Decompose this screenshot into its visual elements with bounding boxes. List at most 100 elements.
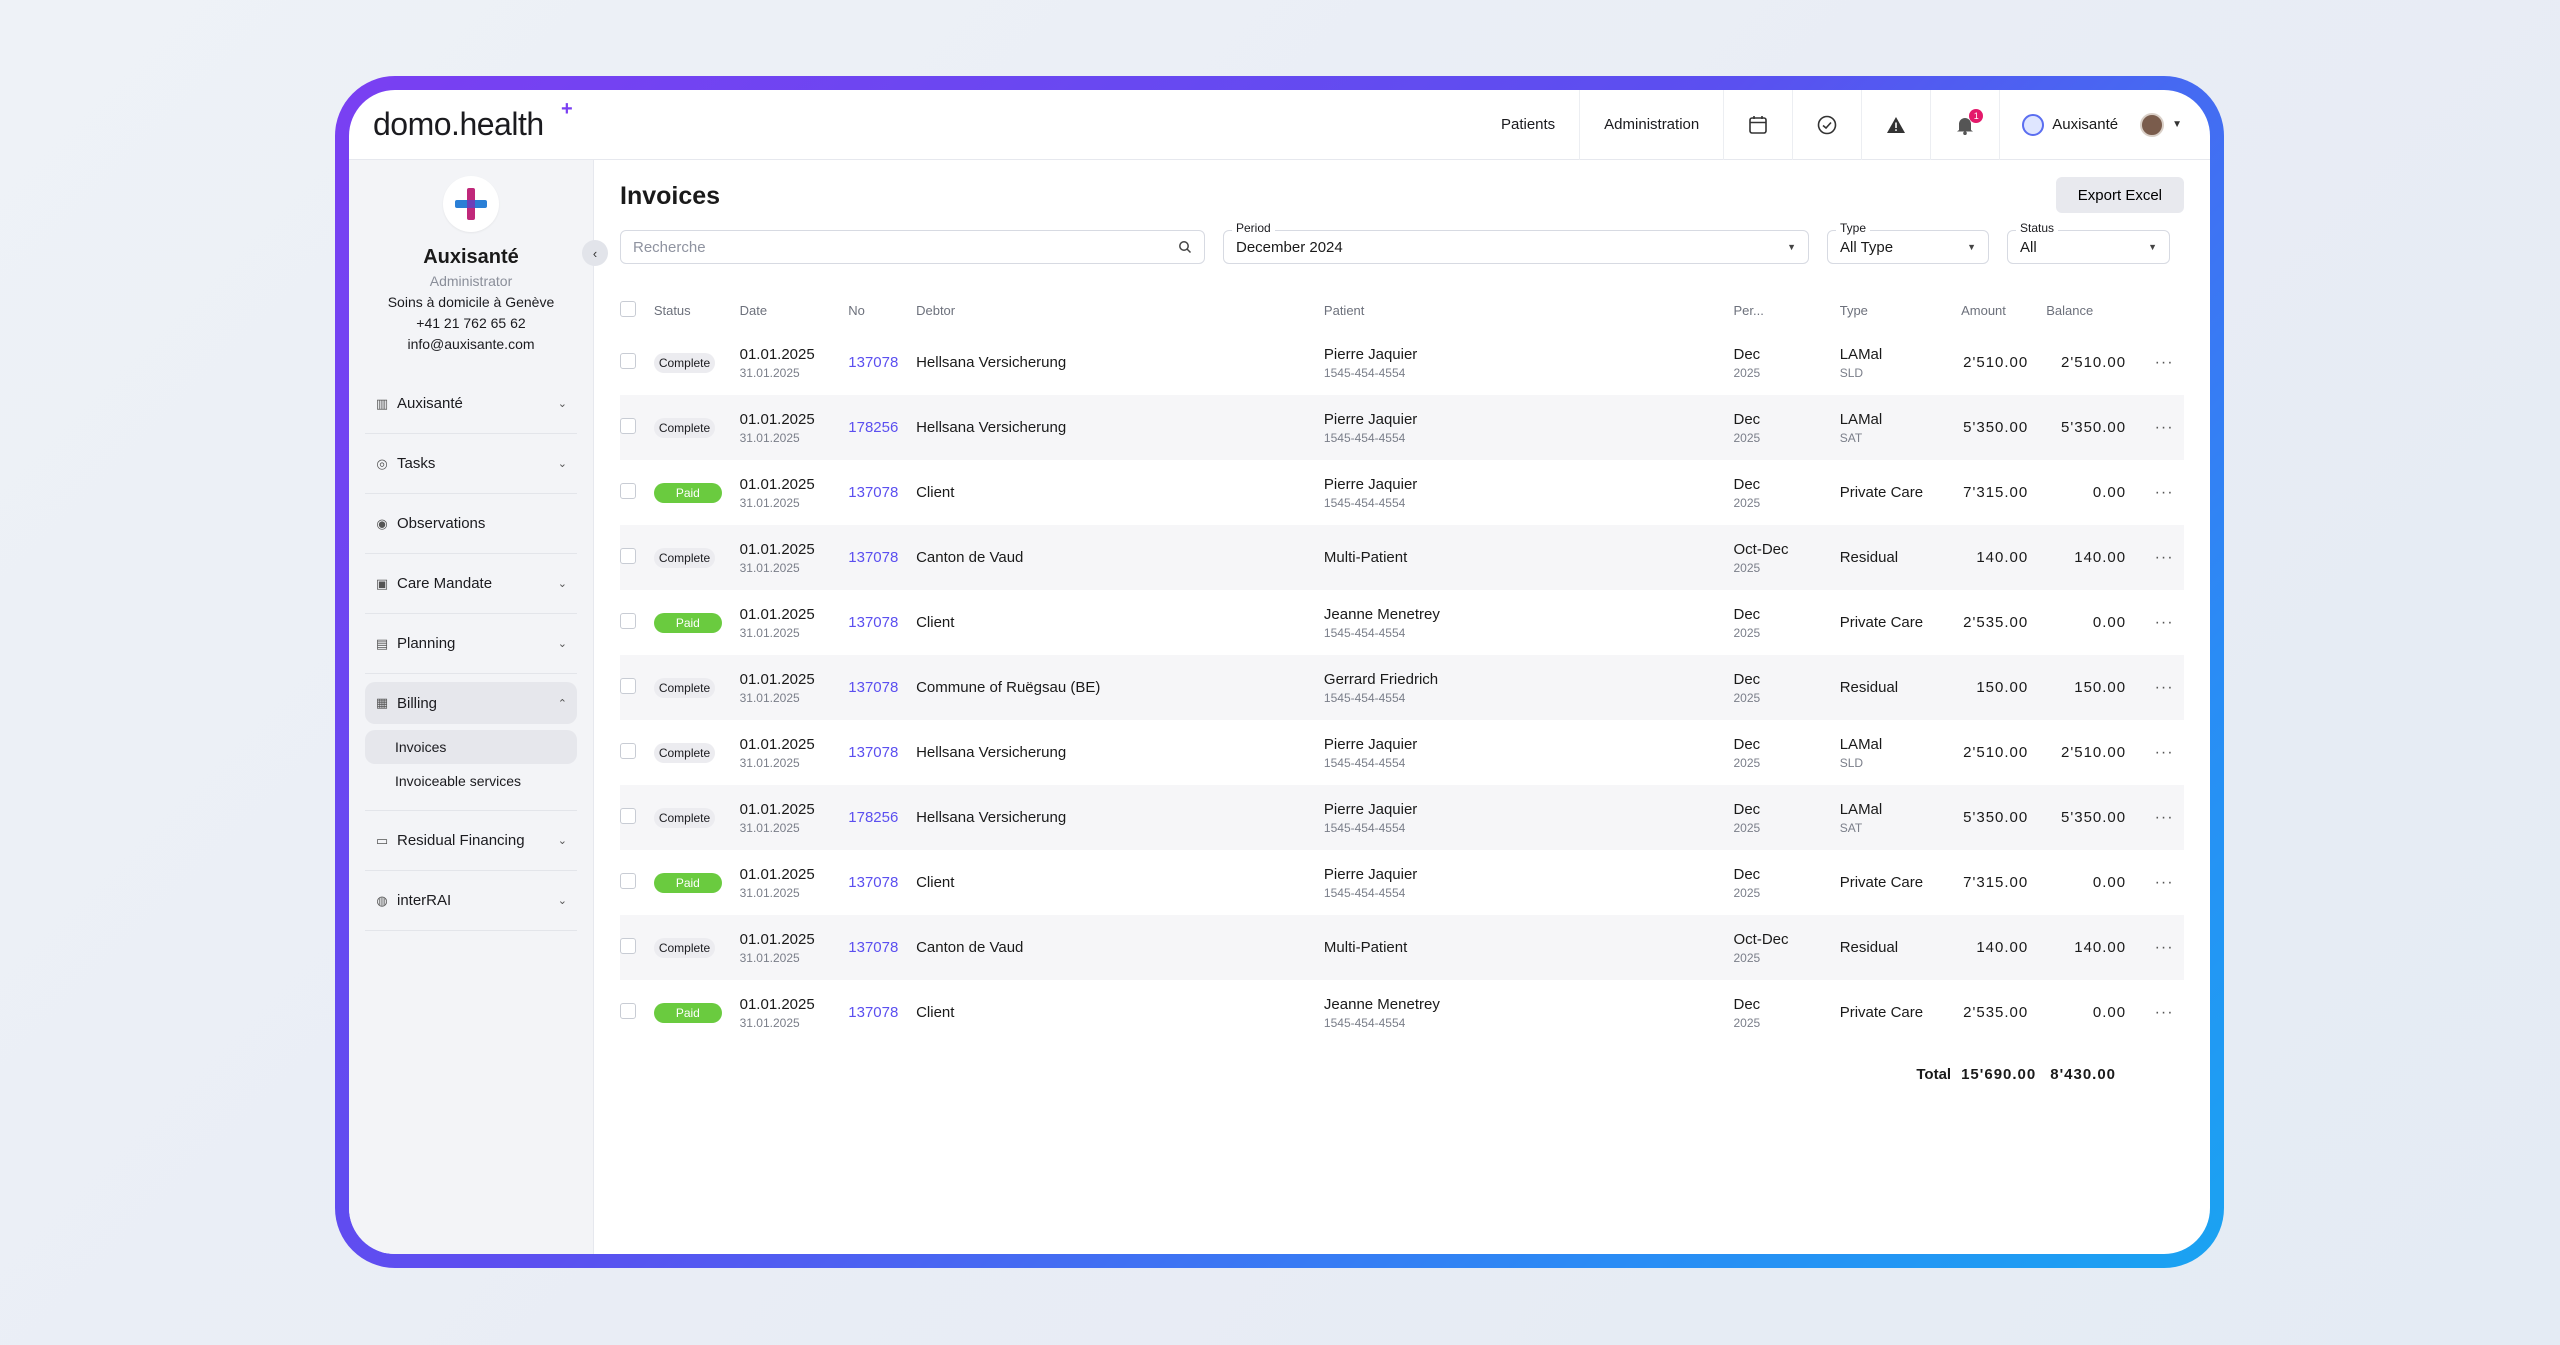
- more-actions-icon[interactable]: ···: [2154, 743, 2174, 761]
- period-year: 2025: [1733, 430, 1761, 445]
- more-actions-icon[interactable]: ···: [2154, 938, 2174, 956]
- col-amount[interactable]: Amount: [1961, 302, 2006, 318]
- sidebar-item-planning[interactable]: ▤ Planning ⌄: [365, 614, 577, 674]
- col-debtor[interactable]: Debtor: [916, 302, 956, 318]
- select-all-checkbox[interactable]: [620, 300, 636, 317]
- table-row[interactable]: Complete 01.01.2025 31.01.2025 137078 Hellsa…: [620, 330, 2184, 395]
- more-actions-icon[interactable]: ···: [2154, 613, 2174, 631]
- sidebar-item-billing[interactable]: ▦ Billing ⌃: [365, 682, 577, 724]
- col-type[interactable]: Type: [1839, 302, 1868, 318]
- sidebar-item-care-mandate[interactable]: ▣ Care Mandate ⌄: [365, 554, 577, 614]
- calendar-button[interactable]: [1723, 90, 1792, 160]
- invoice-date: 01.01.2025: [739, 865, 815, 883]
- col-patient[interactable]: Patient: [1323, 302, 1365, 318]
- period-year: 2025: [1733, 1015, 1761, 1030]
- table-row[interactable]: Paid 01.01.2025 31.01.2025 137078 Client Jean…: [620, 980, 2184, 1045]
- top-bar: domo.health + Patients Administration 1: [349, 90, 2210, 160]
- export-excel-button[interactable]: Export Excel: [2055, 177, 2184, 213]
- invoice-balance: 0.00: [2092, 614, 2127, 631]
- row-checkbox[interactable]: [620, 937, 636, 954]
- invoice-number-link[interactable]: 137078: [848, 744, 899, 761]
- row-checkbox[interactable]: [620, 547, 636, 564]
- status-badge: Complete: [653, 807, 716, 828]
- more-actions-icon[interactable]: ···: [2154, 483, 2174, 501]
- nav-administration[interactable]: Administration: [1579, 90, 1723, 160]
- table-row[interactable]: Complete 01.01.2025 31.01.2025 137078 Canton…: [620, 525, 2184, 590]
- invoice-due-date: 31.01.2025: [739, 625, 800, 640]
- row-checkbox[interactable]: [620, 1002, 636, 1019]
- patient-name: Pierre Jaquier: [1323, 410, 1418, 428]
- search-input[interactable]: Recherche: [620, 230, 1205, 264]
- org-email: info@auxisante.com: [407, 336, 535, 352]
- chevron-down-icon: ⌄: [557, 398, 567, 410]
- col-status[interactable]: Status: [653, 302, 691, 318]
- tasks-button[interactable]: [1792, 90, 1861, 160]
- row-checkbox[interactable]: [620, 742, 636, 759]
- sidebar-item-residual-financing[interactable]: ▭ Residual Financing ⌄: [365, 811, 577, 871]
- sidebar-item-tasks[interactable]: ◎ Tasks ⌄: [365, 434, 577, 494]
- invoice-amount: 5'350.00: [1963, 419, 2029, 436]
- invoice-number-link[interactable]: 137078: [848, 484, 899, 501]
- more-actions-icon[interactable]: ···: [2154, 808, 2174, 826]
- more-actions-icon[interactable]: ···: [2154, 353, 2174, 371]
- row-checkbox[interactable]: [620, 612, 636, 629]
- avatar: [2140, 112, 2165, 137]
- status-select[interactable]: Status All ▼: [2007, 221, 2170, 264]
- patient-name: Multi-Patient: [1323, 939, 1408, 956]
- patient-id: 1545-454-4554: [1323, 365, 1406, 380]
- status-badge: Paid: [653, 872, 722, 893]
- alerts-button[interactable]: [1861, 90, 1930, 160]
- sidebar-collapse-button[interactable]: ‹: [582, 240, 608, 266]
- more-actions-icon[interactable]: ···: [2154, 1003, 2174, 1021]
- type-select[interactable]: Type All Type ▼: [1827, 221, 1989, 264]
- table-row[interactable]: Complete 01.01.2025 31.01.2025 137078 Hellsa…: [620, 720, 2184, 785]
- invoice-number-link[interactable]: 137078: [848, 549, 899, 566]
- invoice-type: LAMal: [1839, 735, 1883, 753]
- user-menu[interactable]: Auxisanté ▼: [1999, 90, 2210, 160]
- invoice-number-link[interactable]: 137078: [848, 939, 899, 956]
- table-row[interactable]: Complete 01.01.2025 31.01.2025 137078 Canton…: [620, 915, 2184, 980]
- sidebar-item-interrai[interactable]: ◍ interRAI ⌄: [365, 871, 577, 931]
- sidebar-item-auxisante[interactable]: ▥ Auxisanté ⌄: [365, 374, 577, 434]
- more-actions-icon[interactable]: ···: [2154, 548, 2174, 566]
- invoice-number-link[interactable]: 137078: [848, 354, 899, 371]
- col-no[interactable]: No: [848, 302, 865, 318]
- more-actions-icon[interactable]: ···: [2154, 678, 2174, 696]
- invoice-number-link[interactable]: 137078: [848, 614, 899, 631]
- table-row[interactable]: Complete 01.01.2025 31.01.2025 178256 Hellsa…: [620, 395, 2184, 460]
- col-date[interactable]: Date: [739, 302, 768, 318]
- invoice-amount: 2'535.00: [1963, 1004, 2029, 1021]
- more-actions-icon[interactable]: ···: [2154, 873, 2174, 891]
- row-checkbox[interactable]: [620, 807, 636, 824]
- invoice-number-link[interactable]: 137078: [848, 874, 899, 891]
- sidebar-item-observations[interactable]: ◉ Observations: [365, 494, 577, 554]
- period-select[interactable]: Period December 2024 ▼: [1223, 221, 1809, 264]
- sidebar-subitem-invoices[interactable]: Invoices: [365, 730, 577, 764]
- row-checkbox[interactable]: [620, 417, 636, 434]
- col-balance[interactable]: Balance: [2046, 302, 2094, 318]
- row-checkbox[interactable]: [620, 482, 636, 499]
- table-row[interactable]: Paid 01.01.2025 31.01.2025 137078 Client Pier…: [620, 460, 2184, 525]
- table-row[interactable]: Paid 01.01.2025 31.01.2025 137078 Client Jean…: [620, 590, 2184, 655]
- device-frame: domo.health + Patients Administration 1: [335, 76, 2224, 1268]
- table-row[interactable]: Complete 01.01.2025 31.01.2025 137078 Commun…: [620, 655, 2184, 720]
- invoice-number-link[interactable]: 137078: [848, 1004, 899, 1021]
- notifications-button[interactable]: 1: [1930, 90, 1999, 160]
- brand-logo[interactable]: domo.health +: [349, 90, 594, 160]
- invoice-number-link[interactable]: 137078: [848, 679, 899, 696]
- invoice-balance: 5'350.00: [2061, 809, 2127, 826]
- table-row[interactable]: Paid 01.01.2025 31.01.2025 137078 Client Pier…: [620, 850, 2184, 915]
- invoice-icon: ▦: [375, 695, 389, 710]
- nav-patients[interactable]: Patients: [1500, 116, 1556, 133]
- sidebar-subitem-invoiceable-services[interactable]: Invoiceable services: [395, 773, 522, 789]
- invoice-number-link[interactable]: 178256: [848, 809, 899, 826]
- row-checkbox[interactable]: [620, 872, 636, 889]
- sidebar-item-label: interRAI: [397, 892, 452, 909]
- row-checkbox[interactable]: [620, 677, 636, 694]
- invoice-number-link[interactable]: 178256: [848, 419, 899, 436]
- table-row[interactable]: Complete 01.01.2025 31.01.2025 178256 Hellsa…: [620, 785, 2184, 850]
- check-circle-icon: [1817, 115, 1837, 134]
- row-checkbox[interactable]: [620, 352, 636, 369]
- col-period[interactable]: Per...: [1733, 302, 1764, 318]
- more-actions-icon[interactable]: ···: [2154, 418, 2174, 436]
